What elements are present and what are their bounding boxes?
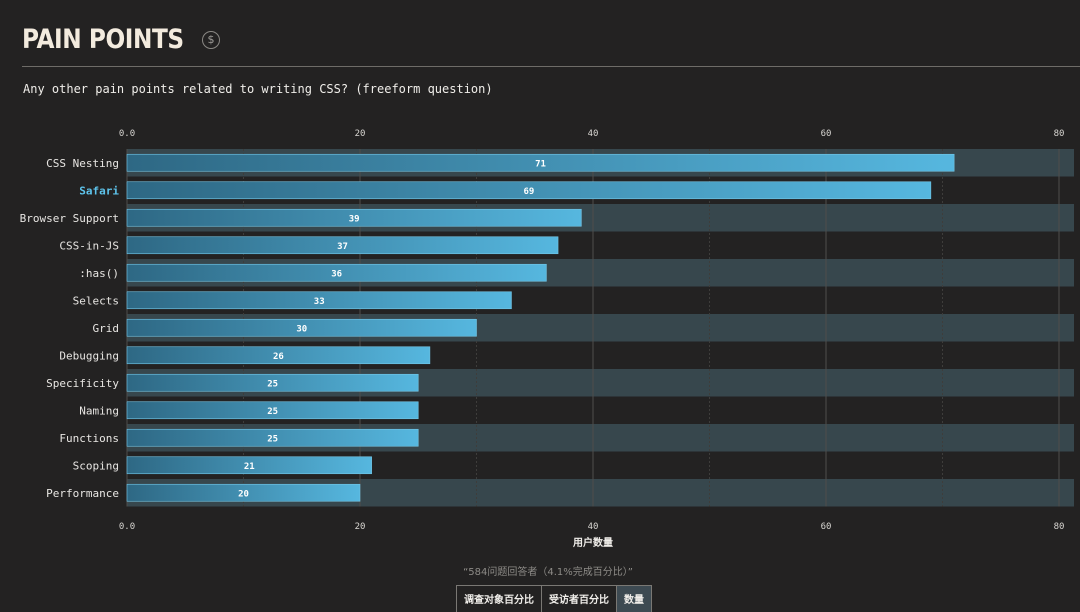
respondents-note: “584问题回答者（4.1%完成百分比）”: [463, 567, 633, 578]
question-text: Any other pain points related to writing…: [23, 82, 493, 96]
x-tick-label-top: 40: [588, 129, 599, 139]
bar[interactable]: [126, 401, 419, 420]
bar[interactable]: [126, 456, 372, 475]
x-tick-label-top: 0.0: [119, 129, 135, 139]
bar-value-label: 69: [524, 187, 535, 197]
bar-value-label: 25: [267, 434, 278, 444]
unit-percent-survey-button[interactable]: 调查对象百分比: [457, 586, 542, 612]
bar[interactable]: [126, 346, 431, 365]
bar[interactable]: [126, 318, 477, 337]
bar[interactable]: [126, 373, 419, 392]
bar-value-label: 37: [337, 242, 348, 252]
category-label[interactable]: Scoping: [73, 459, 119, 472]
x-tick-label-top: 60: [821, 129, 832, 139]
bar-value-label: 25: [267, 379, 278, 389]
unit-count-button[interactable]: 数量: [617, 586, 651, 612]
x-tick-label-bottom: 80: [1054, 522, 1065, 532]
category-label[interactable]: Naming: [79, 404, 119, 417]
bar-value-label: 36: [331, 269, 342, 279]
category-label[interactable]: Performance: [46, 487, 119, 500]
x-tick-label-bottom: 20: [355, 522, 366, 532]
bar[interactable]: [126, 291, 512, 310]
bar-value-label: 20: [238, 489, 249, 499]
x-tick-label-bottom: 0.0: [119, 522, 135, 532]
category-label[interactable]: Safari: [79, 184, 119, 197]
title-divider: [22, 66, 1080, 67]
x-tick-label-bottom: 60: [821, 522, 832, 532]
category-label[interactable]: CSS-in-JS: [59, 239, 119, 252]
x-tick-label-top: 20: [355, 129, 366, 139]
units-selector: 调查对象百分比 受访者百分比 数量: [456, 585, 652, 612]
dollar-circle-icon[interactable]: $: [202, 30, 220, 49]
category-label[interactable]: Functions: [59, 432, 119, 445]
bar[interactable]: [126, 428, 419, 447]
bar-value-label: 71: [535, 159, 546, 169]
bar[interactable]: [126, 483, 361, 502]
bar[interactable]: [126, 181, 932, 200]
bar-chart: 71 69 39 37 36 33 30 26 25 25 25 21 20 CSS Nesting Sa…: [20, 129, 1074, 549]
category-label[interactable]: Grid: [93, 322, 120, 335]
bar[interactable]: [126, 263, 547, 282]
bar[interactable]: [126, 208, 582, 227]
unit-percent-respondents-button[interactable]: 受访者百分比: [542, 586, 617, 612]
category-label[interactable]: Browser Support: [20, 212, 119, 225]
bar-value-label: 26: [273, 352, 284, 362]
x-tick-label-top: 80: [1054, 129, 1065, 139]
x-axis-label: 用户数量: [572, 536, 613, 549]
category-label[interactable]: Selects: [73, 294, 119, 307]
category-label[interactable]: Debugging: [59, 349, 119, 362]
page-title: PAIN POINTS: [22, 24, 184, 55]
bar-value-label: 30: [296, 324, 307, 334]
category-label[interactable]: :has(): [79, 267, 119, 280]
bar[interactable]: [126, 153, 955, 172]
bar-value-label: 25: [267, 407, 278, 417]
category-label[interactable]: Specificity: [46, 377, 119, 390]
bar-value-label: 39: [349, 214, 360, 224]
bar-value-label: 21: [244, 462, 255, 472]
category-label[interactable]: CSS Nesting: [46, 157, 119, 170]
bar[interactable]: [126, 236, 559, 255]
page-header: PAIN POINTS $: [22, 24, 220, 55]
bar-value-label: 33: [314, 297, 325, 307]
x-tick-label-bottom: 40: [588, 522, 599, 532]
